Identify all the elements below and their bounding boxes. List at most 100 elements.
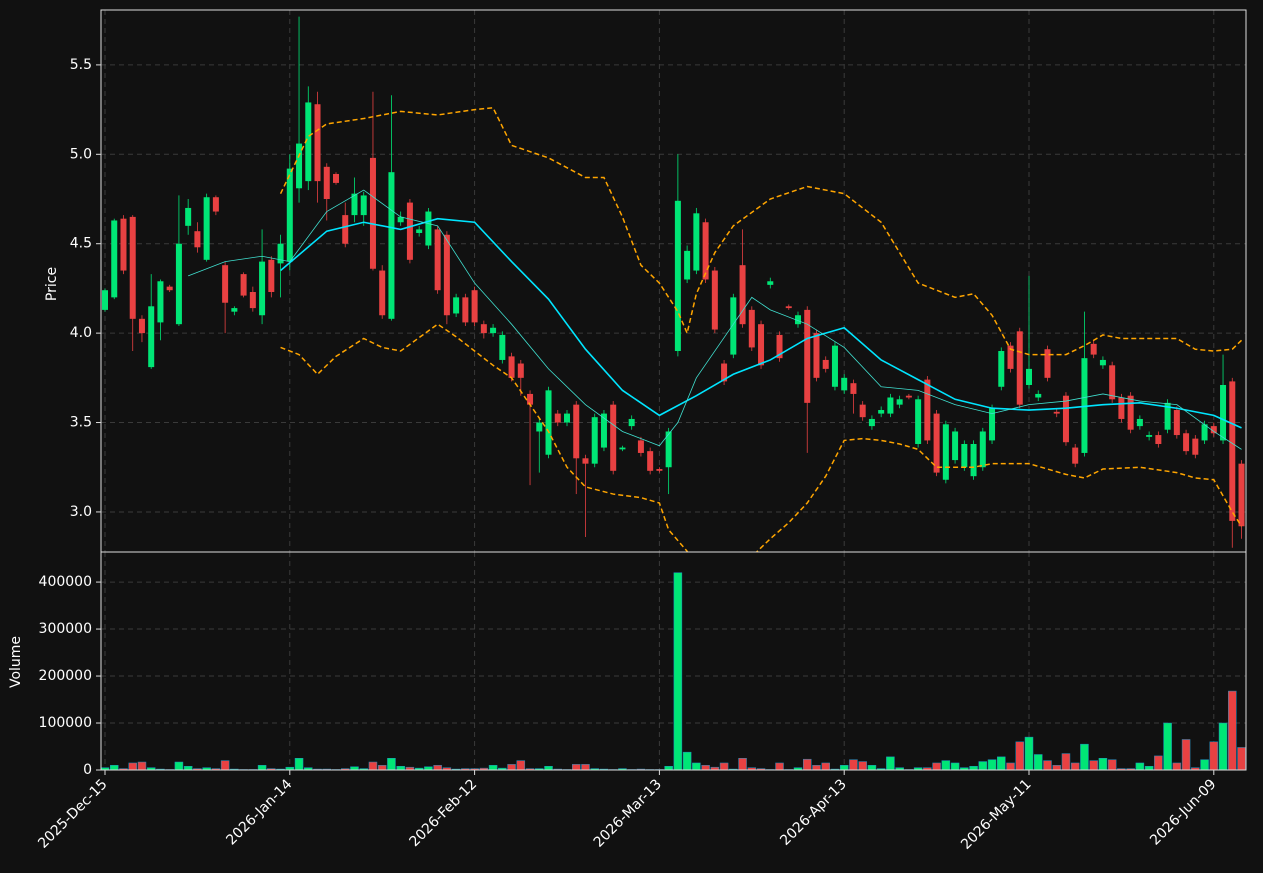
y-tick-label: 200000 bbox=[39, 668, 92, 684]
volume-bar bbox=[146, 767, 156, 770]
candle-body bbox=[1127, 395, 1134, 430]
candle-body bbox=[1007, 345, 1014, 369]
candle-body bbox=[508, 356, 515, 378]
volume-bar bbox=[1237, 747, 1246, 770]
volume-bar bbox=[969, 765, 978, 770]
volume-bar bbox=[128, 762, 137, 770]
candle-body bbox=[379, 270, 386, 316]
volume-bar bbox=[1209, 741, 1219, 770]
volume-bar bbox=[978, 761, 988, 770]
candle-body bbox=[573, 404, 580, 459]
volume-bar bbox=[821, 762, 830, 770]
candle-body bbox=[1210, 426, 1217, 434]
y-tick-label: 4.5 bbox=[70, 236, 92, 252]
candle-body bbox=[915, 399, 922, 444]
candle-body bbox=[222, 265, 229, 303]
candle-body bbox=[536, 422, 543, 432]
candle-body bbox=[490, 327, 497, 334]
volume-bar bbox=[812, 765, 821, 770]
candle-body bbox=[1229, 381, 1236, 521]
candle-body bbox=[767, 281, 774, 285]
volume-bar bbox=[516, 760, 526, 770]
volume-bar bbox=[738, 758, 747, 770]
y-tick-label: 100000 bbox=[39, 715, 92, 731]
volume-bar bbox=[1228, 690, 1237, 770]
y-tick-label: 5.0 bbox=[70, 146, 92, 162]
volume-bar bbox=[932, 762, 941, 770]
volume-bar bbox=[987, 759, 997, 770]
volume-bar bbox=[101, 767, 110, 770]
candle-body bbox=[249, 291, 256, 309]
candle-body bbox=[480, 324, 487, 334]
candle-body bbox=[610, 404, 617, 471]
volume-bar bbox=[304, 767, 313, 770]
candle-body bbox=[203, 197, 210, 260]
candle-body bbox=[970, 443, 977, 477]
candle-body bbox=[1035, 393, 1042, 398]
volume-bar bbox=[775, 762, 784, 770]
volume-bar bbox=[1043, 760, 1052, 770]
candle-body bbox=[212, 197, 219, 212]
volume-bar bbox=[923, 767, 932, 770]
candle-body bbox=[1118, 397, 1125, 419]
volume-bar bbox=[1080, 743, 1089, 770]
volume-bar bbox=[544, 765, 553, 770]
candle-body bbox=[453, 297, 460, 314]
candle-body bbox=[416, 229, 423, 233]
volume-bar bbox=[1172, 762, 1182, 770]
volume-bar bbox=[220, 760, 230, 770]
y-tick-label: 5.5 bbox=[70, 57, 92, 73]
volume-bar bbox=[1218, 722, 1228, 770]
candle-body bbox=[702, 222, 709, 280]
volume-bar bbox=[1089, 760, 1098, 770]
candle-body bbox=[785, 306, 792, 309]
candle-body bbox=[758, 324, 765, 366]
volume-bar bbox=[1098, 758, 1108, 770]
candle-body bbox=[296, 143, 303, 189]
candle-body bbox=[166, 286, 173, 291]
candle-body bbox=[813, 333, 820, 378]
candle-body bbox=[684, 250, 691, 280]
candle-body bbox=[471, 290, 478, 323]
candle-body bbox=[933, 413, 940, 473]
candle-body bbox=[231, 308, 238, 312]
y-tick-label: 400000 bbox=[39, 574, 92, 590]
candle-body bbox=[351, 193, 358, 216]
volume-bar bbox=[1191, 767, 1200, 770]
candle-body bbox=[369, 157, 376, 269]
volume-bar bbox=[747, 767, 757, 770]
candle-body bbox=[961, 443, 968, 468]
candle-body bbox=[333, 173, 339, 183]
candle-body bbox=[314, 104, 321, 182]
candle-body bbox=[905, 395, 912, 398]
candle-body bbox=[841, 377, 848, 391]
candle-body bbox=[406, 202, 413, 260]
candle-body bbox=[979, 431, 986, 468]
candle-body bbox=[1164, 402, 1171, 430]
volume-bar bbox=[257, 765, 267, 770]
candle-body bbox=[1155, 435, 1162, 444]
candle-body bbox=[185, 207, 192, 226]
volume-bar bbox=[377, 765, 387, 770]
volume-bar bbox=[1144, 765, 1154, 770]
volume-bar bbox=[442, 767, 452, 770]
volume-bar bbox=[137, 761, 147, 770]
volume-bar bbox=[960, 767, 969, 770]
candle-body bbox=[1016, 331, 1023, 405]
overlay-line bbox=[280, 323, 1243, 552]
candle-body bbox=[989, 408, 996, 441]
candle-body bbox=[425, 211, 432, 246]
volume-bar bbox=[387, 758, 396, 770]
candle-body bbox=[831, 345, 838, 387]
y-tick-label: 300000 bbox=[39, 621, 92, 637]
candle-body bbox=[887, 397, 894, 414]
candle-body bbox=[1072, 447, 1079, 464]
volume-bar bbox=[294, 758, 304, 770]
volume-bar bbox=[664, 765, 673, 770]
volume-bar bbox=[1163, 722, 1172, 770]
y-tick-label: 3.0 bbox=[70, 504, 92, 520]
candle-body bbox=[693, 213, 700, 271]
volume-bar bbox=[368, 761, 378, 770]
volume-bar bbox=[488, 765, 498, 770]
candle-body bbox=[591, 417, 598, 464]
